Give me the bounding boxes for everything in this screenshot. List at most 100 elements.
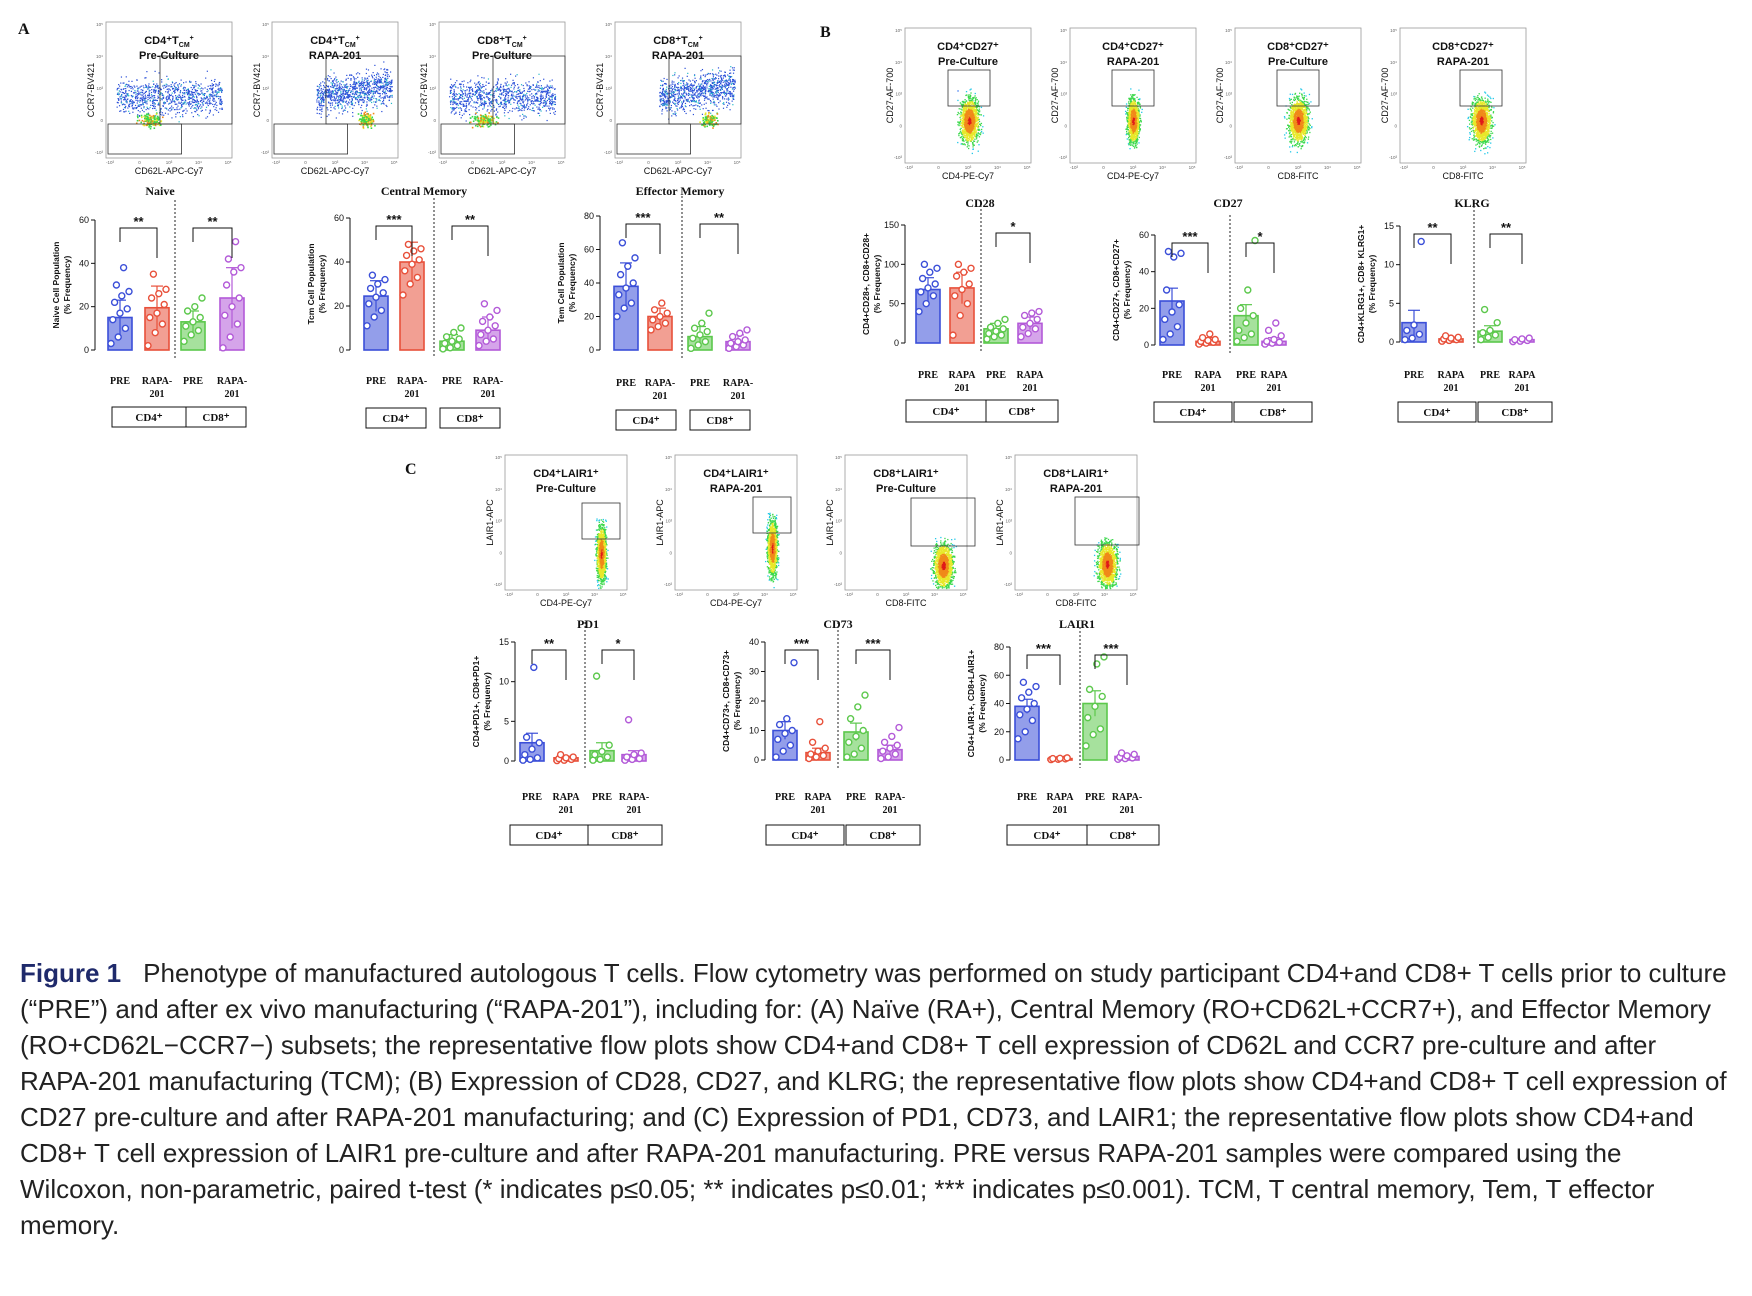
flow-event <box>713 76 714 77</box>
flow-event <box>212 95 213 96</box>
flow-event <box>537 81 538 82</box>
flow-event <box>451 84 452 85</box>
flow-event <box>327 107 328 108</box>
flow-event <box>537 87 538 88</box>
flow-event <box>137 97 138 98</box>
flow-event <box>382 77 383 78</box>
flow-event <box>724 84 725 85</box>
flow-event <box>522 108 523 109</box>
flow-event <box>214 100 215 101</box>
flow-tick-y: 10⁴ <box>895 60 902 65</box>
flow-event <box>186 103 187 104</box>
flow-event <box>337 103 338 104</box>
flow-event <box>136 86 137 87</box>
flow-event <box>529 85 530 86</box>
flow-event <box>160 92 161 93</box>
flow-event <box>717 82 718 83</box>
flow-event <box>455 86 456 87</box>
flow-event <box>152 105 153 106</box>
flow-event <box>710 113 711 114</box>
flow-event <box>142 104 143 105</box>
flow-event <box>489 98 490 99</box>
flow-event <box>221 88 222 89</box>
flow-event <box>508 102 509 103</box>
flow-event <box>518 100 519 101</box>
flow-tick-x: 10³ <box>675 160 682 165</box>
flow-event <box>154 108 155 109</box>
flow-event <box>516 107 517 108</box>
flow-event <box>203 94 204 95</box>
flow-event <box>208 90 209 91</box>
flow-event <box>153 91 154 92</box>
flow-event <box>540 101 541 102</box>
flow-event <box>317 107 318 108</box>
flow-event <box>179 109 180 110</box>
flow-event <box>554 89 555 90</box>
flow-event <box>549 88 550 89</box>
flow-event <box>149 98 150 99</box>
flow-event <box>496 121 498 123</box>
flow-event <box>182 97 183 98</box>
flow-event <box>134 87 135 88</box>
flow-event <box>480 101 481 102</box>
flow-event <box>490 120 492 122</box>
flow-event <box>138 106 139 107</box>
flow-event <box>480 91 481 92</box>
flow-event <box>356 83 357 84</box>
flow-event <box>132 112 133 113</box>
flow-event <box>533 84 534 85</box>
flow-event <box>525 99 526 100</box>
flow-event <box>694 82 695 83</box>
flow-plot: CD4⁺CD27⁺Pre-CultureCD4-PE-Cy7CD27-AF-70… <box>885 28 1031 181</box>
flow-event <box>181 105 182 106</box>
flow-tick-x: 10³ <box>499 160 506 165</box>
flow-event <box>133 101 134 102</box>
flow-event <box>661 96 662 97</box>
flow-event <box>676 106 677 107</box>
flow-tick-x: 10³ <box>166 160 173 165</box>
flow-event <box>200 104 201 105</box>
flow-event <box>364 100 365 101</box>
flow-event <box>209 113 210 114</box>
flow-event <box>201 87 202 88</box>
flow-event <box>679 108 680 109</box>
flow-event <box>676 115 677 116</box>
flow-event <box>549 99 550 100</box>
flow-event <box>706 80 707 81</box>
flow-event <box>699 103 700 104</box>
flow-event <box>715 104 716 105</box>
flow-tick-y: 10³ <box>429 86 436 91</box>
flow-event <box>970 140 971 141</box>
flow-event <box>697 105 698 106</box>
flow-event <box>379 99 380 100</box>
flow-event <box>345 87 346 88</box>
flow-event <box>379 80 380 81</box>
flow-event <box>504 112 505 113</box>
flow-event <box>335 108 336 109</box>
flow-event <box>177 106 178 107</box>
flow-event <box>498 117 500 119</box>
flow-event <box>730 87 731 88</box>
flow-event <box>120 95 121 96</box>
flow-event <box>342 81 343 82</box>
flow-event <box>713 74 714 75</box>
flow-event <box>485 89 486 90</box>
flow-event <box>485 85 486 86</box>
flow-event <box>343 89 344 90</box>
flow-event <box>714 86 715 87</box>
flow-event <box>704 104 705 105</box>
flow-event <box>146 109 147 110</box>
flow-event <box>344 105 345 106</box>
flow-event <box>183 89 184 90</box>
flow-event <box>133 108 134 109</box>
flow-event <box>672 81 673 82</box>
flow-event <box>203 100 204 101</box>
flow-event <box>331 87 332 88</box>
flow-event <box>519 108 520 109</box>
flow-event <box>347 87 348 88</box>
flow-event <box>715 93 716 94</box>
flow-event <box>349 94 350 95</box>
flow-event <box>333 91 334 92</box>
flow-event <box>125 88 126 89</box>
flow-tick-x: 10⁴ <box>195 160 202 165</box>
